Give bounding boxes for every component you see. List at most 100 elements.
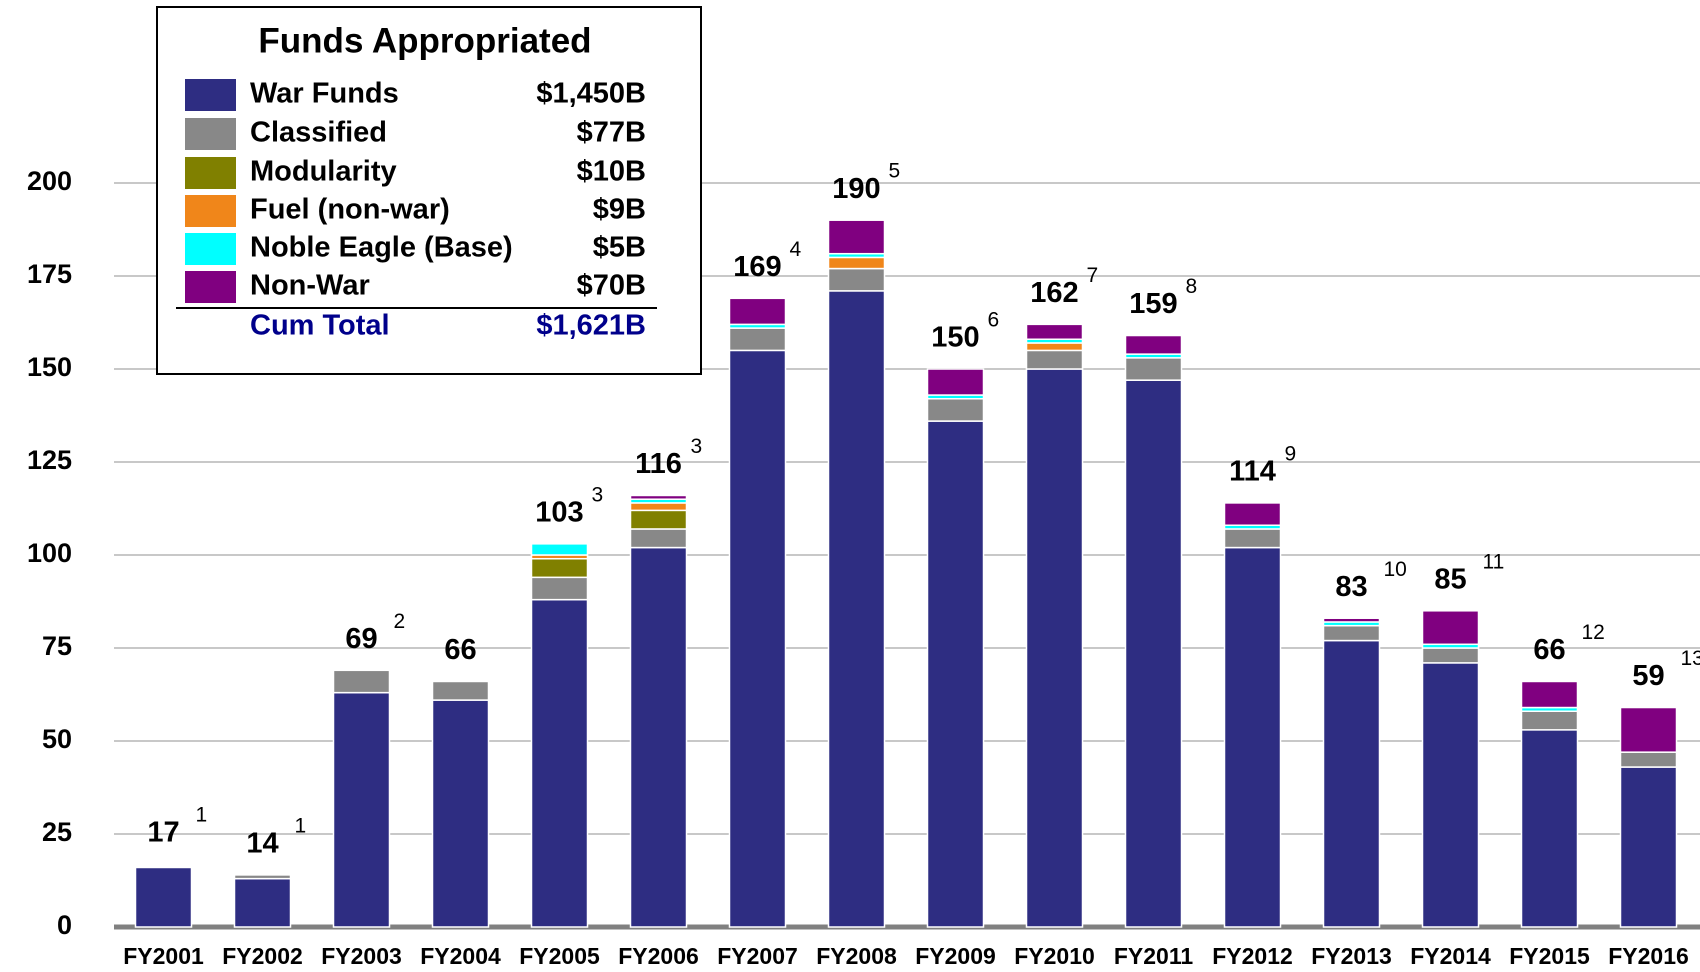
bar-segment [728, 297, 787, 326]
x-tick-label: FY2015 [1509, 943, 1590, 969]
legend-amount: $10B [577, 156, 646, 188]
footnote-mark: 6 [988, 309, 1000, 332]
bar-segment [1421, 647, 1480, 664]
footnote-mark: 11 [1483, 550, 1505, 573]
legend-amount: $9B [593, 194, 646, 226]
bar-segment [1223, 528, 1282, 549]
y-tick-label: 175 [27, 259, 72, 289]
bar-segment [926, 398, 985, 422]
x-tick-label: FY2016 [1608, 943, 1689, 969]
bar-segment [1619, 751, 1678, 768]
bar-segment [332, 669, 391, 694]
bar-segment [1025, 368, 1084, 928]
total-label: 169 [733, 251, 781, 283]
bar-segment [1322, 639, 1381, 928]
bar-segment [827, 219, 886, 255]
total-label: 114 [1229, 456, 1276, 488]
x-tick-label: FY2013 [1311, 943, 1392, 969]
legend-swatch [185, 271, 236, 303]
bar-segment [1223, 546, 1282, 928]
bar-segment [1025, 323, 1084, 340]
x-tick-label: FY2005 [519, 943, 600, 969]
bar-segment [1322, 624, 1381, 642]
legend-swatch [185, 233, 236, 265]
bar-segment [530, 543, 589, 556]
legend-swatch [185, 157, 236, 189]
y-tick-label: 25 [42, 817, 72, 847]
legend-label: Classified [250, 117, 387, 149]
legend-swatch [185, 118, 236, 150]
legend-box [156, 6, 702, 375]
bar-segment [1223, 502, 1282, 526]
legend-title: Funds Appropriated [258, 21, 591, 60]
footnote-mark: 7 [1087, 264, 1099, 287]
footnote-mark: 3 [592, 483, 604, 506]
footnote-mark: 5 [889, 160, 901, 183]
x-tick-label: FY2003 [321, 943, 402, 969]
bar-segment [1124, 379, 1183, 928]
footnote-mark: 2 [394, 610, 406, 633]
legend-label: Non-War [250, 270, 370, 302]
x-tick-label: FY2010 [1014, 943, 1095, 969]
bar-segment [827, 256, 886, 270]
footnote-mark: 1 [196, 803, 208, 826]
total-label: 14 [246, 828, 278, 860]
bar-segment [134, 866, 193, 928]
y-tick-label: 75 [42, 631, 72, 661]
bar-segment [530, 557, 589, 579]
footnote-mark: 1 [295, 814, 307, 837]
footnote-mark: 4 [790, 238, 802, 261]
x-tick-label: FY2012 [1212, 943, 1293, 969]
bar-segment [1421, 662, 1480, 928]
y-tick-label: 0 [57, 910, 72, 940]
y-tick-label: 150 [27, 352, 72, 382]
total-label: 69 [345, 623, 377, 655]
legend-amount: $5B [593, 232, 646, 264]
total-label: 159 [1129, 288, 1177, 320]
bar-segment [1025, 349, 1084, 370]
total-label: 103 [535, 496, 583, 528]
x-tick-label: FY2004 [420, 943, 501, 969]
bar-segment [1124, 334, 1183, 355]
footnote-mark: 13 [1681, 647, 1700, 670]
bar-segment [629, 528, 688, 549]
legend-label: Fuel (non-war) [250, 194, 450, 226]
bar-segment [728, 327, 787, 352]
bar-segment [1619, 766, 1678, 928]
bar-segment [431, 680, 490, 701]
y-tick-label: 125 [27, 445, 72, 475]
bar-segment [1322, 617, 1381, 623]
legend-amount: $1,450B [536, 78, 646, 110]
x-tick-label: FY2007 [717, 943, 798, 969]
bar-segment [530, 598, 589, 928]
bar-segment [926, 420, 985, 928]
x-tick-label: FY2002 [222, 943, 303, 969]
bar-segment [1520, 729, 1579, 928]
footnote-mark: 10 [1384, 558, 1407, 581]
bar-segment [431, 699, 490, 928]
bar-segment [728, 349, 787, 928]
bar-segment [827, 290, 886, 928]
y-tick-label: 100 [27, 538, 72, 568]
total-label: 83 [1335, 571, 1367, 603]
x-tick-label: FY2008 [816, 943, 897, 969]
total-label: 190 [832, 173, 880, 205]
y-tick-label: 50 [42, 724, 72, 754]
bar-segment [1520, 710, 1579, 731]
cum-total: $1,621B [536, 310, 646, 342]
footnote-mark: 8 [1186, 275, 1198, 298]
total-label: 85 [1434, 563, 1466, 595]
plot-area: 0255075100125150175200171FY2001141FY2002… [27, 160, 1700, 969]
legend-label: Noble Eagle (Base) [250, 232, 513, 264]
total-label: 162 [1030, 277, 1078, 309]
bar-segment [1421, 610, 1480, 646]
bar-segment [926, 368, 985, 396]
bar-segment [1124, 357, 1183, 381]
cum-total-label: Cum Total [250, 310, 390, 342]
footnote-mark: 3 [691, 435, 703, 458]
x-tick-label: FY2001 [123, 943, 204, 969]
footnote-mark: 12 [1582, 621, 1605, 644]
bar-segment [332, 691, 391, 928]
bar-segment [629, 494, 688, 500]
legend-label: War Funds [250, 78, 399, 110]
